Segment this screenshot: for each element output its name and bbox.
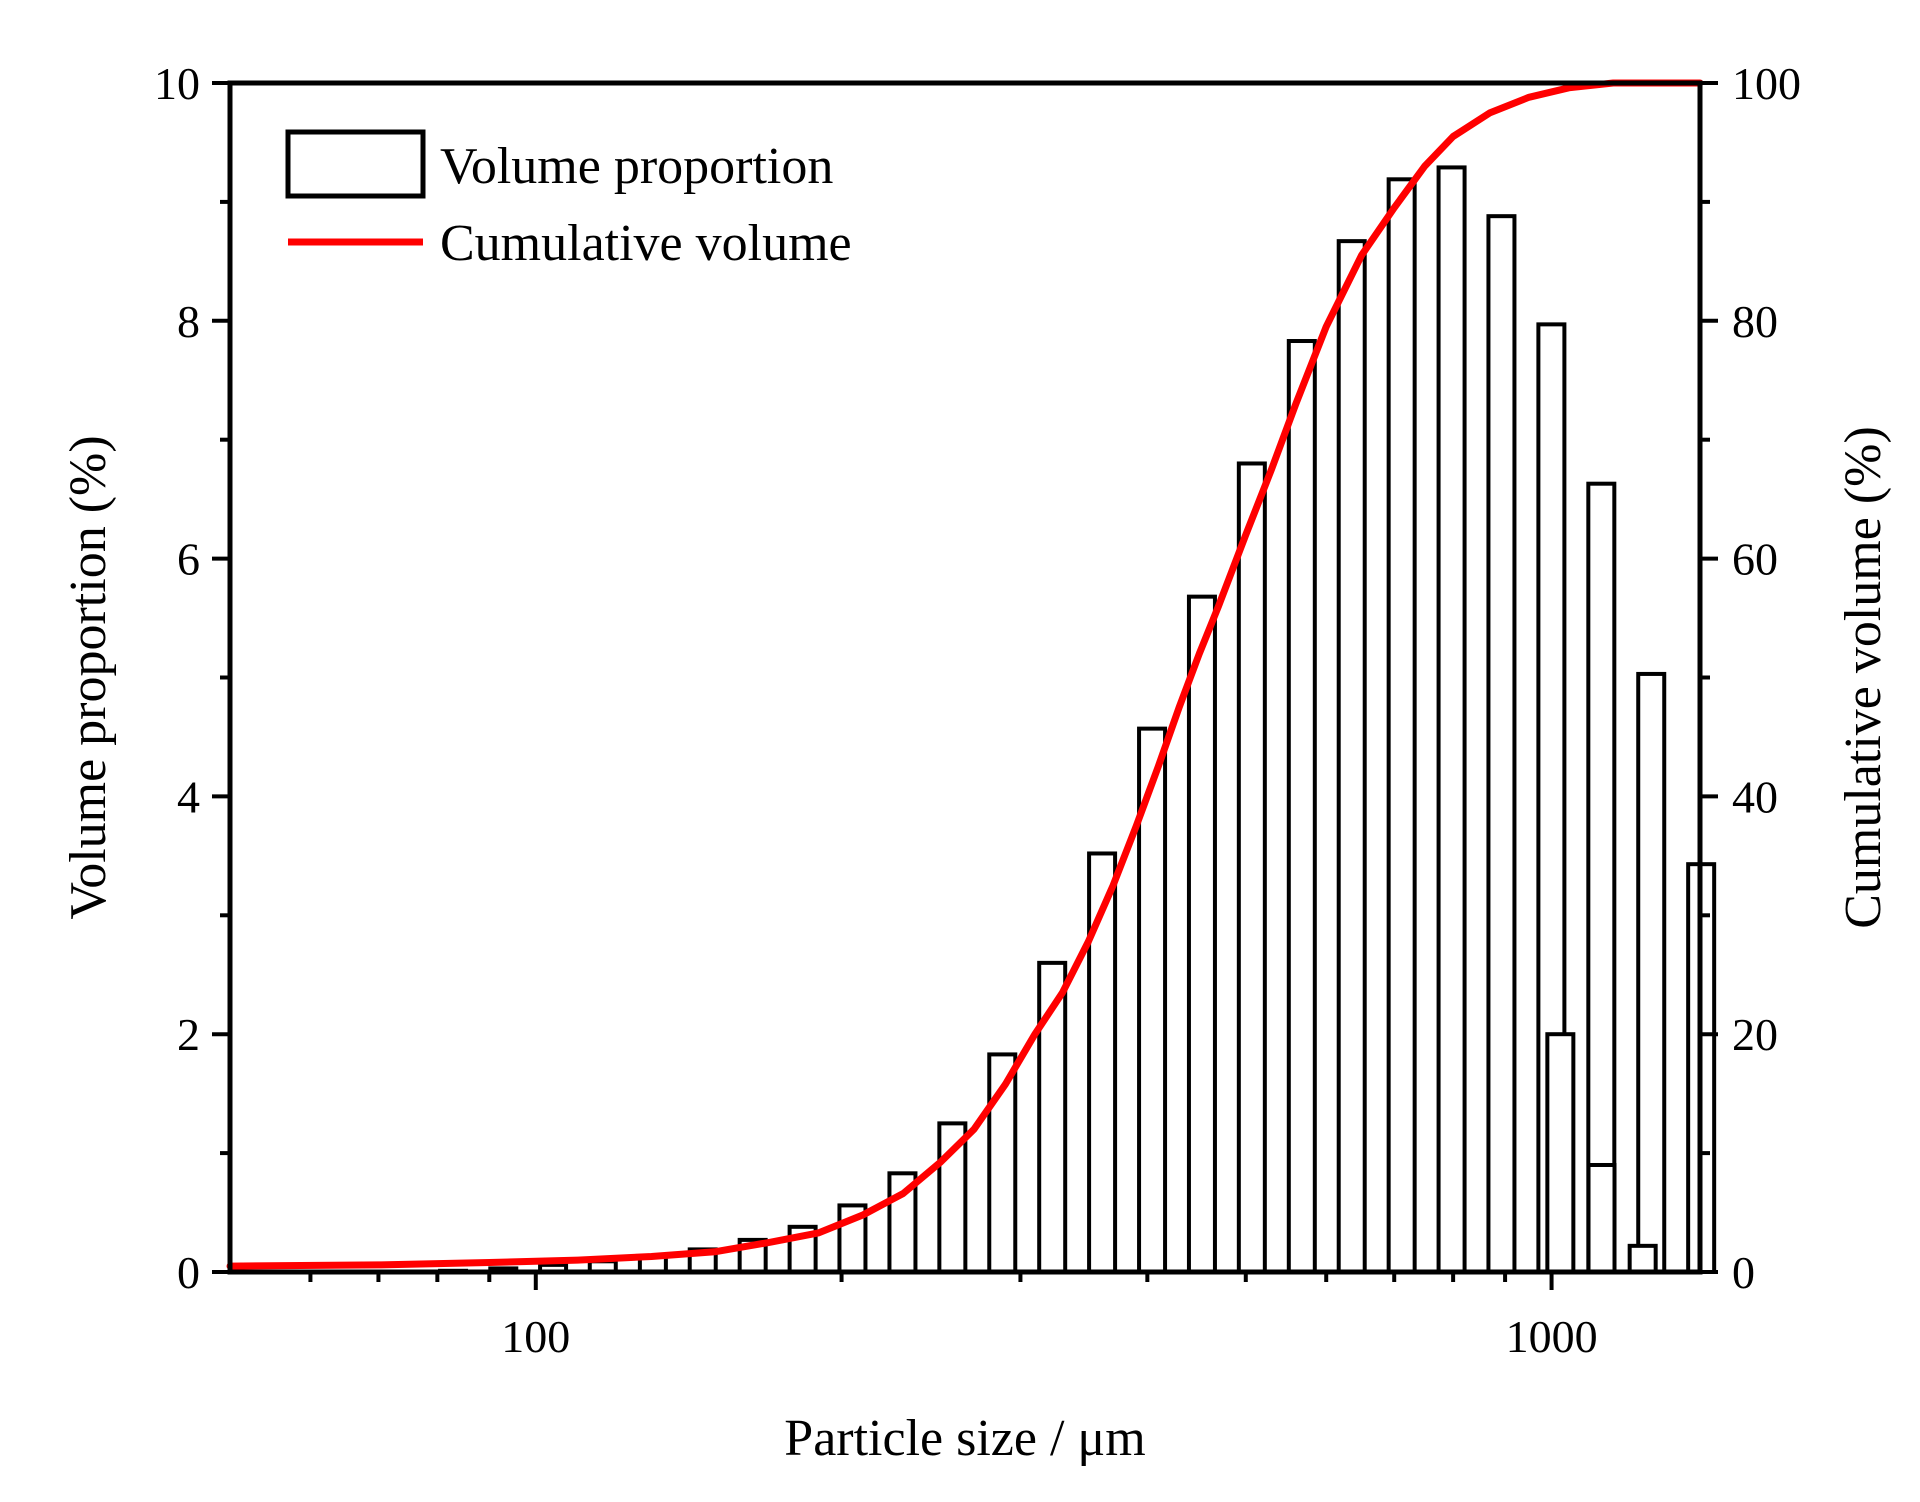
volume-bar xyxy=(1545,1032,1576,1274)
volume-bar xyxy=(1186,594,1217,1274)
y2-axis-title: Cumulative volume (%) xyxy=(1835,426,1892,929)
y-tick-label: 10 xyxy=(154,58,200,109)
axis-ticks xyxy=(212,81,1718,1290)
y2-tick-label: 80 xyxy=(1732,296,1778,347)
volume-bar xyxy=(1286,339,1317,1274)
y-tick-label: 0 xyxy=(177,1247,200,1298)
volume-bar xyxy=(1386,177,1417,1275)
y-tick-label: 2 xyxy=(177,1009,200,1060)
legend-label-cumulative-volume: Cumulative volume xyxy=(440,215,852,272)
y-tick-label: 6 xyxy=(177,534,200,585)
y2-tick-label: 60 xyxy=(1732,534,1778,585)
volume-bar xyxy=(1627,1243,1658,1275)
x-axis-title: Particle size / μm xyxy=(784,1410,1145,1467)
legend-bar-swatch xyxy=(285,129,426,199)
y2-tick-label: 20 xyxy=(1732,1009,1778,1060)
cumulative-volume-line-layer xyxy=(226,79,1704,1270)
y-tick-label: 4 xyxy=(177,771,200,822)
y2-tick-label: 0 xyxy=(1732,1247,1755,1298)
cumulative-volume-line xyxy=(226,79,1704,1270)
volume-bar xyxy=(1336,239,1367,1275)
x-tick-label: 100 xyxy=(501,1311,570,1362)
legend-label-volume-proportion: Volume proportion xyxy=(440,138,833,195)
volume-bar xyxy=(1436,165,1467,1275)
volume-bar xyxy=(1137,726,1168,1274)
y-axis-title: Volume proportion (%) xyxy=(60,435,117,919)
volume-proportion-bars xyxy=(438,165,1717,1275)
volume-bar xyxy=(1236,461,1267,1275)
y2-tick-label: 100 xyxy=(1732,58,1801,109)
y2-tick-label: 40 xyxy=(1732,771,1778,822)
volume-bar xyxy=(1586,481,1617,1274)
volume-bar xyxy=(1586,1162,1617,1274)
y-tick-label: 8 xyxy=(177,296,200,347)
x-tick-label: 1000 xyxy=(1506,1311,1598,1362)
volume-bar xyxy=(1636,671,1667,1274)
volume-bar xyxy=(1486,214,1517,1275)
legend: Volume proportion Cumulative volume xyxy=(285,129,852,272)
